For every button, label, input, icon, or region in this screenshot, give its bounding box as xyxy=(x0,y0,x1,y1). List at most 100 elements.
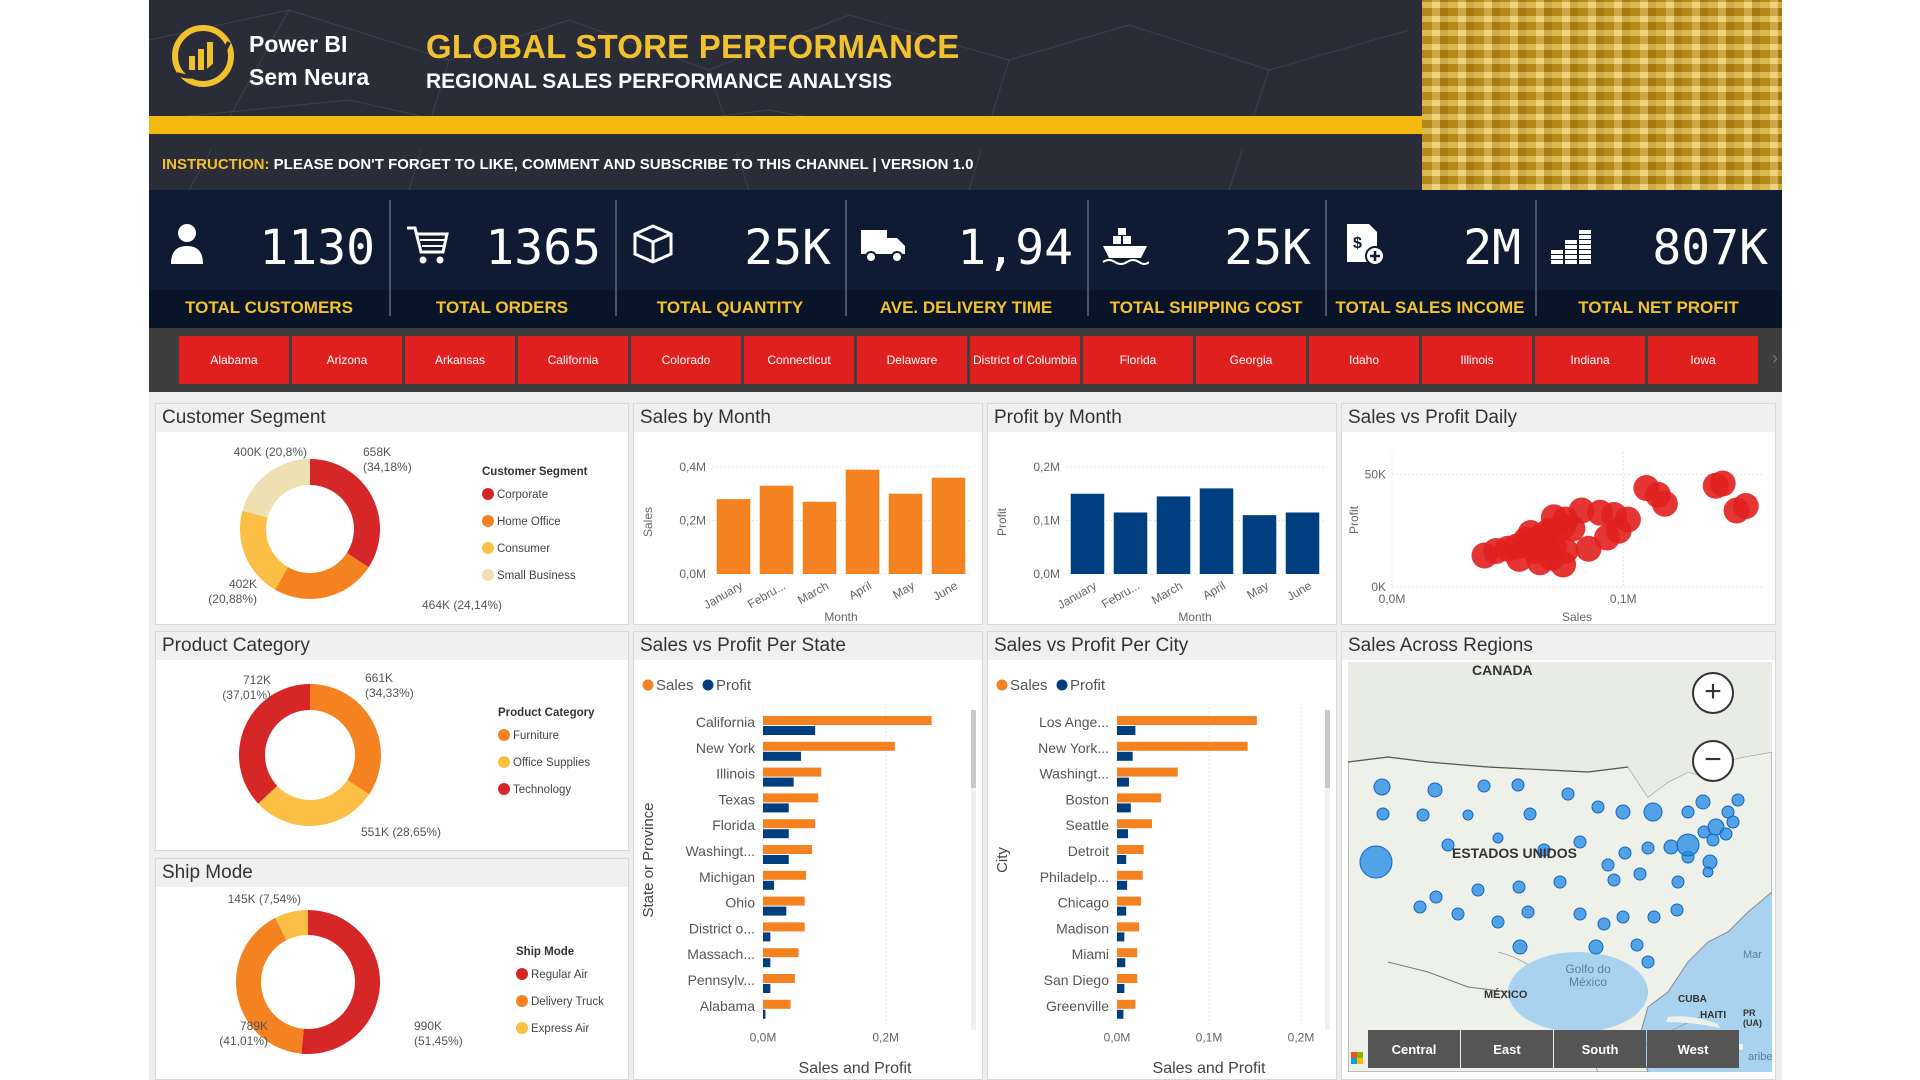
map-data-point[interactable] xyxy=(1359,845,1393,879)
bar-profit-detroit[interactable] xyxy=(1117,855,1127,864)
legend-item-consumer[interactable]: Consumer xyxy=(497,543,550,555)
map-data-point[interactable] xyxy=(1607,873,1621,887)
bar-sales-detroit[interactable] xyxy=(1117,845,1144,854)
bar-febru[interactable] xyxy=(1113,512,1148,574)
bar-may[interactable] xyxy=(888,493,923,574)
map-data-point[interactable] xyxy=(1573,907,1587,921)
bar-profit-washingt[interactable] xyxy=(763,855,789,864)
bar-sales-alabama[interactable] xyxy=(763,999,791,1009)
legend-item-express-air[interactable]: Express Air xyxy=(531,1023,589,1035)
map-data-point[interactable] xyxy=(1616,910,1630,924)
scatter-point[interactable] xyxy=(1550,551,1577,578)
bar-april[interactable] xyxy=(1199,488,1234,574)
state-filter-california[interactable]: California xyxy=(518,336,628,384)
donut-slice-furniture[interactable] xyxy=(310,684,381,795)
zoom-out-button[interactable]: − xyxy=(1692,740,1734,782)
state-filter-arizona[interactable]: Arizona xyxy=(292,336,402,384)
legend-item-profit[interactable]: Profit xyxy=(716,677,752,694)
scatter-point[interactable] xyxy=(1527,549,1553,576)
bar-profit-illinois[interactable] xyxy=(763,777,794,787)
bar-sales-pennsylv[interactable] xyxy=(763,974,795,983)
zoom-in-button[interactable]: + xyxy=(1692,672,1734,714)
state-filter-florida[interactable]: Florida xyxy=(1083,336,1193,384)
legend-item-regular-air[interactable]: Regular Air xyxy=(531,969,588,981)
map-data-point[interactable] xyxy=(1492,832,1504,844)
legend-item-sales[interactable]: Sales xyxy=(1010,677,1048,694)
map-data-point[interactable] xyxy=(1702,866,1714,878)
donut-slice-home-office[interactable] xyxy=(275,553,369,599)
bar-march[interactable] xyxy=(802,501,837,574)
map-data-point[interactable] xyxy=(1491,915,1505,929)
region-filter-central[interactable]: Central xyxy=(1368,1030,1460,1068)
map-data-point[interactable] xyxy=(1726,815,1740,829)
slicer-next-arrow-icon[interactable]: › xyxy=(1772,348,1778,368)
donut-slice-corporate[interactable] xyxy=(310,459,380,568)
donut-slice-office-supplies[interactable] xyxy=(258,779,370,826)
map-data-point[interactable] xyxy=(1512,880,1526,894)
bar-sales-chicago[interactable] xyxy=(1117,896,1141,906)
bar-febru[interactable] xyxy=(759,485,794,574)
profit-by-month-chart[interactable]: 0,0M 0,1M 0,2M January Febru... March April May… xyxy=(988,432,1338,626)
bar-sales-massach[interactable] xyxy=(763,948,799,958)
bar-sales-ohio[interactable] xyxy=(763,896,805,906)
legend-item-home-office[interactable]: Home Office xyxy=(497,516,561,528)
map-data-point[interactable] xyxy=(1573,835,1587,849)
map-data-point[interactable] xyxy=(1597,917,1611,931)
map-data-point[interactable] xyxy=(1731,793,1745,807)
state-filter-iowa[interactable]: Iowa xyxy=(1648,336,1758,384)
donut-slice-regular-air[interactable] xyxy=(301,910,380,1054)
customer-segment-donut-chart[interactable]: 658K (34,18%) 464K (24,14%) 402K (20,88%) 400… xyxy=(156,432,630,626)
bar-april[interactable] xyxy=(845,469,880,574)
bar-sales-philadelp[interactable] xyxy=(1117,870,1143,880)
bar-profit-new-york[interactable] xyxy=(1117,751,1133,761)
map-data-point[interactable] xyxy=(1706,833,1720,847)
bar-sales-san-diego[interactable] xyxy=(1117,974,1138,983)
bar-profit-pennsylv[interactable] xyxy=(763,984,771,993)
map-data-point[interactable] xyxy=(1477,779,1491,793)
map-data-point[interactable] xyxy=(1561,787,1575,801)
bar-profit-texas[interactable] xyxy=(763,803,789,813)
bar-profit-san-diego[interactable] xyxy=(1117,984,1125,993)
state-filter-alabama[interactable]: Alabama xyxy=(179,336,289,384)
bar-profit-boston[interactable] xyxy=(1117,803,1131,813)
bar-sales-florida[interactable] xyxy=(763,819,816,829)
bar-profit-chicago[interactable] xyxy=(1117,906,1127,916)
bar-profit-new-york[interactable] xyxy=(763,751,802,761)
map-data-point[interactable] xyxy=(1647,910,1661,924)
donut-slice-technology[interactable] xyxy=(239,684,310,804)
region-filter-west[interactable]: West xyxy=(1647,1030,1739,1068)
bar-sales-california[interactable] xyxy=(763,716,932,725)
map-data-point[interactable] xyxy=(1427,782,1443,798)
ship-mode-donut-chart[interactable]: 990K (51,45%) 789K (41,01%) 145K (7,54%) Ship… xyxy=(156,887,630,1080)
scatter-point[interactable] xyxy=(1723,497,1750,524)
bar-sales-illinois[interactable] xyxy=(763,767,822,777)
map-data-point[interactable] xyxy=(1615,804,1631,820)
bar-sales-miami[interactable] xyxy=(1117,948,1138,958)
map-data-point[interactable] xyxy=(1707,818,1725,836)
bar-sales-madison[interactable] xyxy=(1117,922,1140,932)
scatter-point[interactable] xyxy=(1651,490,1678,517)
legend-item-sales[interactable]: Sales xyxy=(656,677,694,694)
legend-item-furniture[interactable]: Furniture xyxy=(513,730,559,742)
sales-vs-profit-city-chart[interactable]: Sales Profit 0,0M 0,1M 0,2M Los Ange... New Yo… xyxy=(988,660,1338,1080)
map-data-point[interactable] xyxy=(1719,827,1733,841)
bar-sales-texas[interactable] xyxy=(763,793,819,803)
donut-slice-delivery-truck[interactable] xyxy=(236,917,304,1054)
bar-profit-seattle[interactable] xyxy=(1117,829,1129,839)
sales-vs-profit-scatter-chart[interactable]: 0K 50K 0,0M 0,1M Sales Profit xyxy=(1342,432,1777,626)
bar-june[interactable] xyxy=(1285,512,1320,574)
map-data-point[interactable] xyxy=(1416,808,1430,822)
scatter-point[interactable] xyxy=(1709,470,1736,497)
bar-march[interactable] xyxy=(1156,496,1191,574)
bar-january[interactable] xyxy=(1070,493,1105,574)
donut-slice-express-air[interactable] xyxy=(275,910,308,941)
bar-sales-greenville[interactable] xyxy=(1117,999,1136,1009)
legend-item-delivery-truck[interactable]: Delivery Truck xyxy=(531,996,604,1008)
map-data-point[interactable] xyxy=(1376,807,1390,821)
bar-profit-ohio[interactable] xyxy=(763,906,787,916)
bar-january[interactable] xyxy=(716,499,751,574)
bar-sales-michigan[interactable] xyxy=(763,870,806,880)
region-filter-east[interactable]: East xyxy=(1461,1030,1553,1068)
state-filter-idaho[interactable]: Idaho xyxy=(1309,336,1419,384)
scrollbar-track[interactable] xyxy=(971,710,976,1030)
